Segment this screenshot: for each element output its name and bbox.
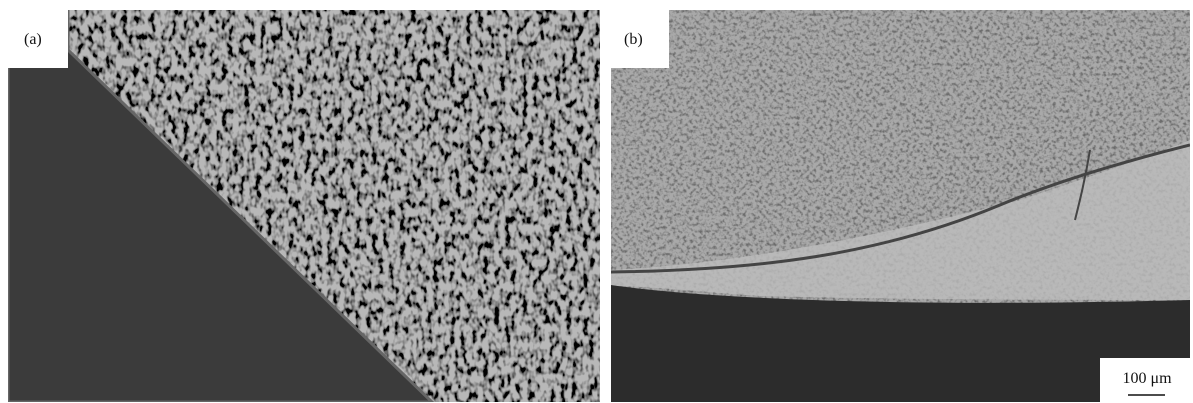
scale-bar-label: 100 μm: [1122, 370, 1172, 387]
panel-b: (b) 100 μm: [611, 10, 1190, 402]
panel-label: (b): [624, 31, 643, 48]
figure: (a) (b) 100 μm: [0, 0, 1193, 403]
panel-a: (a): [8, 10, 600, 402]
panel-label: (a): [24, 31, 42, 48]
